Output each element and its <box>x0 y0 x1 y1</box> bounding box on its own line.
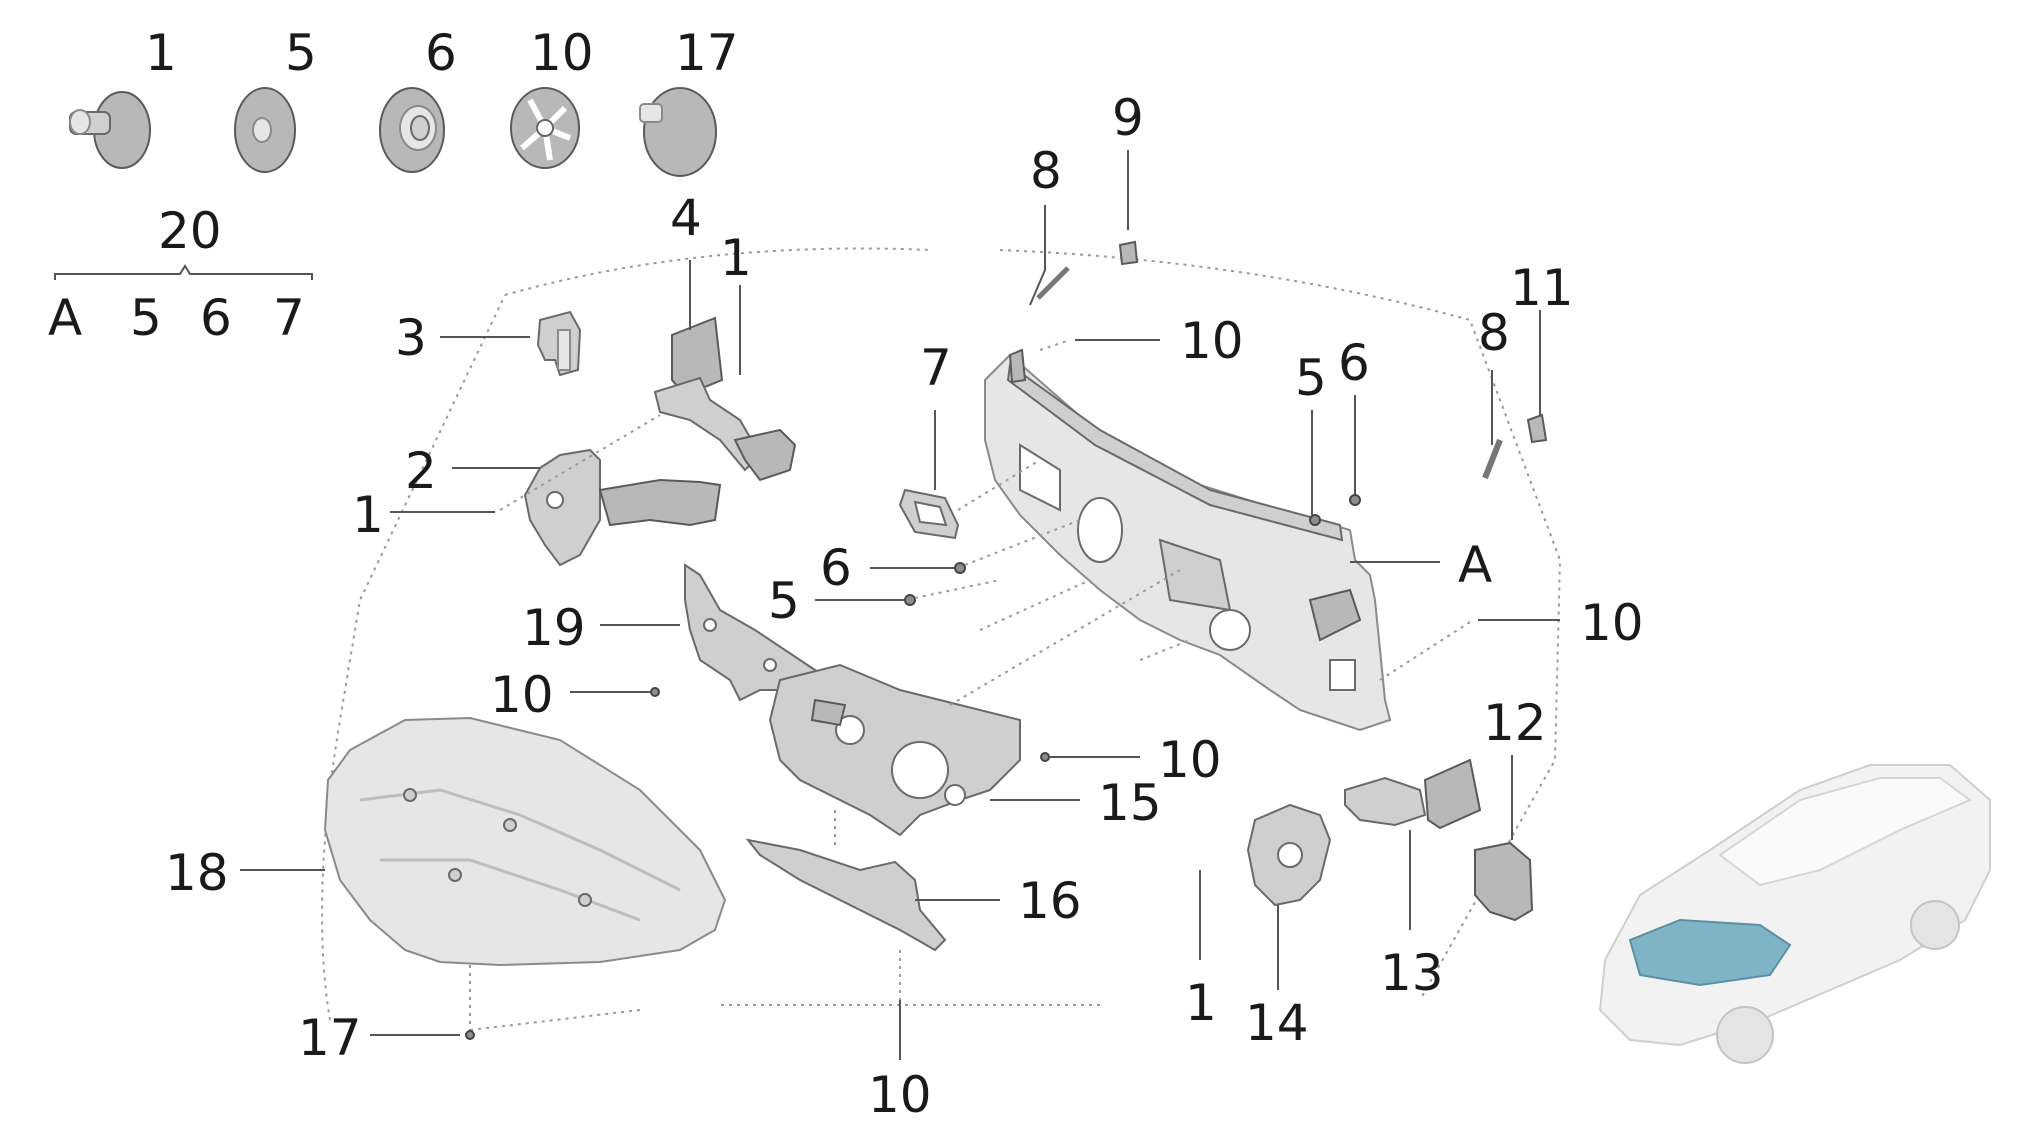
fastener-10-icon <box>510 87 580 169</box>
callout-6-b: 6 <box>820 539 852 597</box>
callout-17-top: 17 <box>675 24 739 82</box>
part-13 <box>1344 758 1482 830</box>
callout-8-b: 8 <box>1478 304 1510 362</box>
kit-callout-6: 6 <box>200 289 232 347</box>
callout-1-c: 1 <box>1185 974 1217 1032</box>
callout-9: 9 <box>1112 89 1144 147</box>
callout-10-e: 10 <box>868 1066 932 1124</box>
callout-17: 17 <box>298 1009 362 1067</box>
part-15 <box>768 663 1021 837</box>
callout-4: 4 <box>670 189 702 247</box>
callout-a: A <box>1458 536 1492 594</box>
callout-20: 20 <box>158 202 222 260</box>
part-16 <box>745 838 947 952</box>
callout-8-a: 8 <box>1030 142 1062 200</box>
callout-10-c: 10 <box>490 666 554 724</box>
callout-5-b: 5 <box>768 572 800 630</box>
callout-5-a: 5 <box>1295 349 1327 407</box>
callout-6-top: 6 <box>425 24 457 82</box>
vehicle-locator-icon <box>1598 764 1991 1064</box>
callout-12: 12 <box>1483 694 1547 752</box>
callout-1-a: 1 <box>720 229 752 287</box>
callout-1-top: 1 <box>145 24 177 82</box>
fastener-1-icon <box>69 91 151 169</box>
kit-callout-5: 5 <box>130 289 162 347</box>
part-2 <box>523 448 722 567</box>
fastener-5-icon <box>234 87 296 173</box>
callout-14: 14 <box>1245 994 1309 1052</box>
callout-10-d: 10 <box>1158 731 1222 789</box>
callout-15: 15 <box>1098 774 1162 832</box>
part-3 <box>536 310 582 377</box>
clip-5 <box>1309 514 1321 526</box>
part-11 <box>1526 413 1548 444</box>
callout-3: 3 <box>395 309 427 367</box>
callout-10-b: 10 <box>1580 594 1644 652</box>
kit-callout-7: 7 <box>273 289 305 347</box>
callout-18: 18 <box>165 844 229 902</box>
part-8-a <box>1036 266 1070 300</box>
kit-callout-a: A <box>48 289 82 347</box>
fastener-6-icon <box>379 87 445 173</box>
callout-11: 11 <box>1510 259 1574 317</box>
part-a-bulkhead <box>984 348 1392 732</box>
part-9 <box>1118 240 1139 266</box>
callout-19: 19 <box>522 599 586 657</box>
part-14 <box>1246 803 1332 907</box>
part-8-b <box>1482 438 1503 480</box>
callout-7: 7 <box>920 339 952 397</box>
fastener-17-icon <box>639 87 717 177</box>
callout-1-b: 1 <box>352 486 384 544</box>
callout-16: 16 <box>1018 872 1082 930</box>
callout-6-a: 6 <box>1338 334 1370 392</box>
callout-13: 13 <box>1380 944 1444 1002</box>
callout-2: 2 <box>405 442 437 500</box>
callout-10-a: 10 <box>1180 312 1244 370</box>
clip-6 <box>1349 494 1361 506</box>
part-4 <box>653 316 797 482</box>
kit-bracket <box>54 264 313 280</box>
callout-5-top: 5 <box>285 24 317 82</box>
callout-10-top: 10 <box>530 24 594 82</box>
part-12 <box>1474 841 1534 922</box>
part-18-cover <box>323 716 727 967</box>
part-7-gasket <box>898 488 960 540</box>
